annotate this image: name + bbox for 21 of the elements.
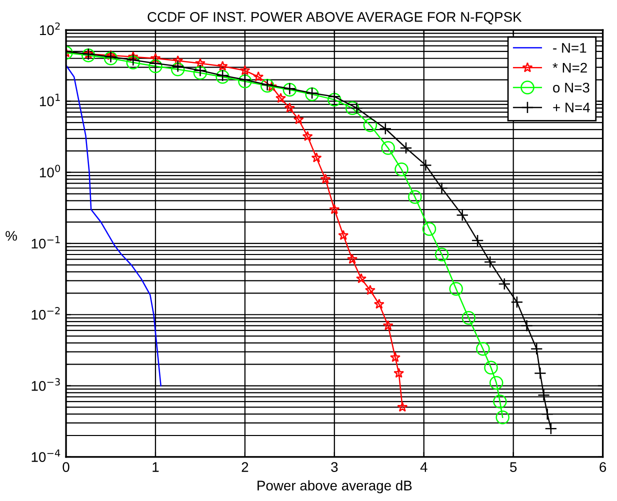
chart-title: CCDF OF INST. POWER ABOVE AVERAGE FOR N-FQPSK — [148, 12, 522, 24]
y-tick-label: 10$^{−3}$ — [32, 378, 60, 391]
x-tick-label: 4 — [420, 462, 428, 472]
x-tick-label: 5 — [510, 462, 517, 472]
y-tick-label: 10$^{1}$ — [40, 94, 60, 106]
legend-label: * N=2 — [552, 62, 587, 73]
y-tick-label: 10$^{−2}$ — [32, 307, 60, 320]
y-tick-label: 10$^{0}$ — [40, 164, 60, 178]
x-tick-label: 0 — [62, 462, 70, 472]
x-tick-label: 3 — [331, 462, 338, 472]
x-axis-title: Power above average dB — [258, 480, 412, 494]
y-axis-title: % — [6, 230, 17, 241]
y-tick-label: 10$^{2}$ — [40, 22, 60, 36]
y-tick-label: 10$^{−1}$ — [32, 236, 60, 249]
x-tick-label: 6 — [600, 462, 606, 472]
y-tick-label: 10$^{−4}$ — [32, 449, 60, 462]
x-tick-label: 2 — [242, 462, 248, 472]
legend-label: + N=4 — [553, 102, 590, 112]
legend-label: - N=1 — [553, 43, 586, 53]
x-tick-label: 1 — [152, 462, 159, 472]
legend-label: o N=3 — [553, 82, 590, 93]
